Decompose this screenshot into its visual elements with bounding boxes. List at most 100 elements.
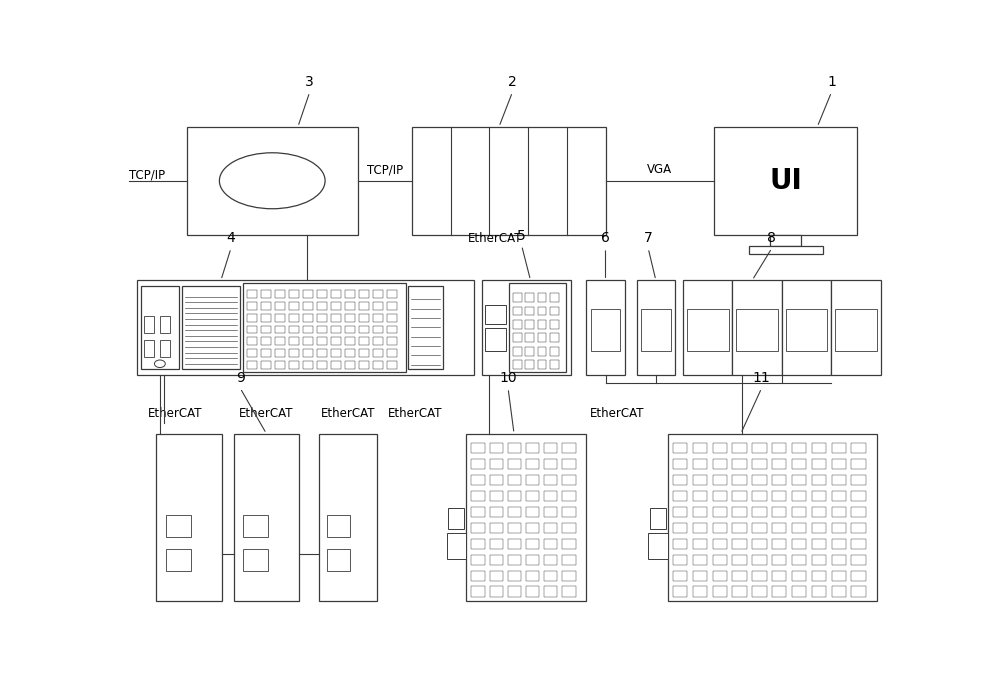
Bar xyxy=(490,554,503,565)
Bar xyxy=(359,361,369,368)
Bar xyxy=(851,586,866,597)
Bar xyxy=(526,491,539,501)
Bar xyxy=(490,459,503,469)
Bar xyxy=(317,350,327,356)
Bar xyxy=(359,326,369,333)
Text: EtherCAT: EtherCAT xyxy=(590,408,644,420)
Bar xyxy=(648,533,668,559)
Bar xyxy=(303,326,313,333)
Bar xyxy=(732,459,747,469)
Bar xyxy=(562,507,576,517)
Bar xyxy=(693,554,707,565)
Bar xyxy=(327,549,350,570)
Text: EtherCAT: EtherCAT xyxy=(468,232,522,245)
Bar xyxy=(792,475,806,485)
Bar xyxy=(317,326,327,333)
Bar xyxy=(243,283,406,372)
Bar xyxy=(513,361,522,369)
Bar xyxy=(770,235,801,247)
Bar xyxy=(317,361,327,368)
Bar xyxy=(471,443,485,454)
Bar xyxy=(562,554,576,565)
Text: 6: 6 xyxy=(601,231,610,245)
Bar xyxy=(792,459,806,469)
Bar xyxy=(812,507,826,517)
Bar xyxy=(673,491,687,501)
Bar xyxy=(317,302,327,310)
Bar xyxy=(471,491,485,501)
Bar xyxy=(508,539,521,549)
Bar xyxy=(160,340,170,357)
Bar xyxy=(387,326,397,333)
Bar xyxy=(408,286,443,369)
Bar xyxy=(247,314,257,322)
Bar xyxy=(772,554,786,565)
Bar xyxy=(160,316,170,333)
Bar xyxy=(345,361,355,368)
Ellipse shape xyxy=(219,153,325,209)
Bar xyxy=(851,554,866,565)
Bar xyxy=(345,350,355,356)
Bar xyxy=(713,459,727,469)
Bar xyxy=(752,554,767,565)
Bar xyxy=(247,350,257,356)
Bar xyxy=(144,340,154,357)
Bar xyxy=(508,443,521,454)
Bar xyxy=(562,491,576,501)
Bar xyxy=(261,338,271,345)
Bar xyxy=(832,475,846,485)
Text: VGA: VGA xyxy=(647,164,672,176)
Bar xyxy=(140,286,179,369)
Bar xyxy=(412,127,606,235)
Bar xyxy=(359,314,369,322)
Bar xyxy=(673,475,687,485)
Bar xyxy=(832,491,846,501)
Bar xyxy=(345,302,355,310)
Bar xyxy=(373,338,383,345)
Bar xyxy=(544,570,557,581)
Bar xyxy=(562,586,576,597)
Bar xyxy=(851,570,866,581)
Bar xyxy=(550,361,559,369)
Bar xyxy=(303,302,313,310)
Bar xyxy=(490,443,503,454)
Bar xyxy=(387,338,397,345)
Bar xyxy=(144,316,154,333)
Bar xyxy=(562,570,576,581)
Bar xyxy=(508,570,521,581)
Bar xyxy=(166,515,191,537)
Bar xyxy=(513,347,522,356)
Bar xyxy=(448,508,464,528)
Bar xyxy=(526,507,539,517)
Bar xyxy=(673,570,687,581)
Bar xyxy=(317,290,327,298)
Bar xyxy=(752,443,767,454)
Bar xyxy=(550,293,559,302)
Bar xyxy=(792,507,806,517)
Bar xyxy=(303,361,313,368)
Bar xyxy=(550,320,559,329)
Bar xyxy=(513,293,522,302)
Bar xyxy=(732,280,782,375)
Bar xyxy=(683,280,732,375)
Bar xyxy=(373,326,383,333)
Bar xyxy=(525,320,534,329)
Bar xyxy=(447,533,466,559)
Bar xyxy=(693,586,707,597)
Bar xyxy=(243,549,268,570)
Bar xyxy=(668,433,877,600)
Bar xyxy=(275,302,285,310)
Bar xyxy=(713,491,727,501)
Bar xyxy=(832,443,846,454)
Bar xyxy=(387,314,397,322)
Bar xyxy=(187,127,358,235)
Bar xyxy=(156,433,222,600)
Bar xyxy=(303,314,313,322)
Bar xyxy=(772,443,786,454)
Bar xyxy=(586,280,625,375)
Bar xyxy=(792,539,806,549)
Bar xyxy=(831,280,881,375)
Bar xyxy=(359,350,369,356)
Bar xyxy=(673,459,687,469)
Bar xyxy=(387,350,397,356)
